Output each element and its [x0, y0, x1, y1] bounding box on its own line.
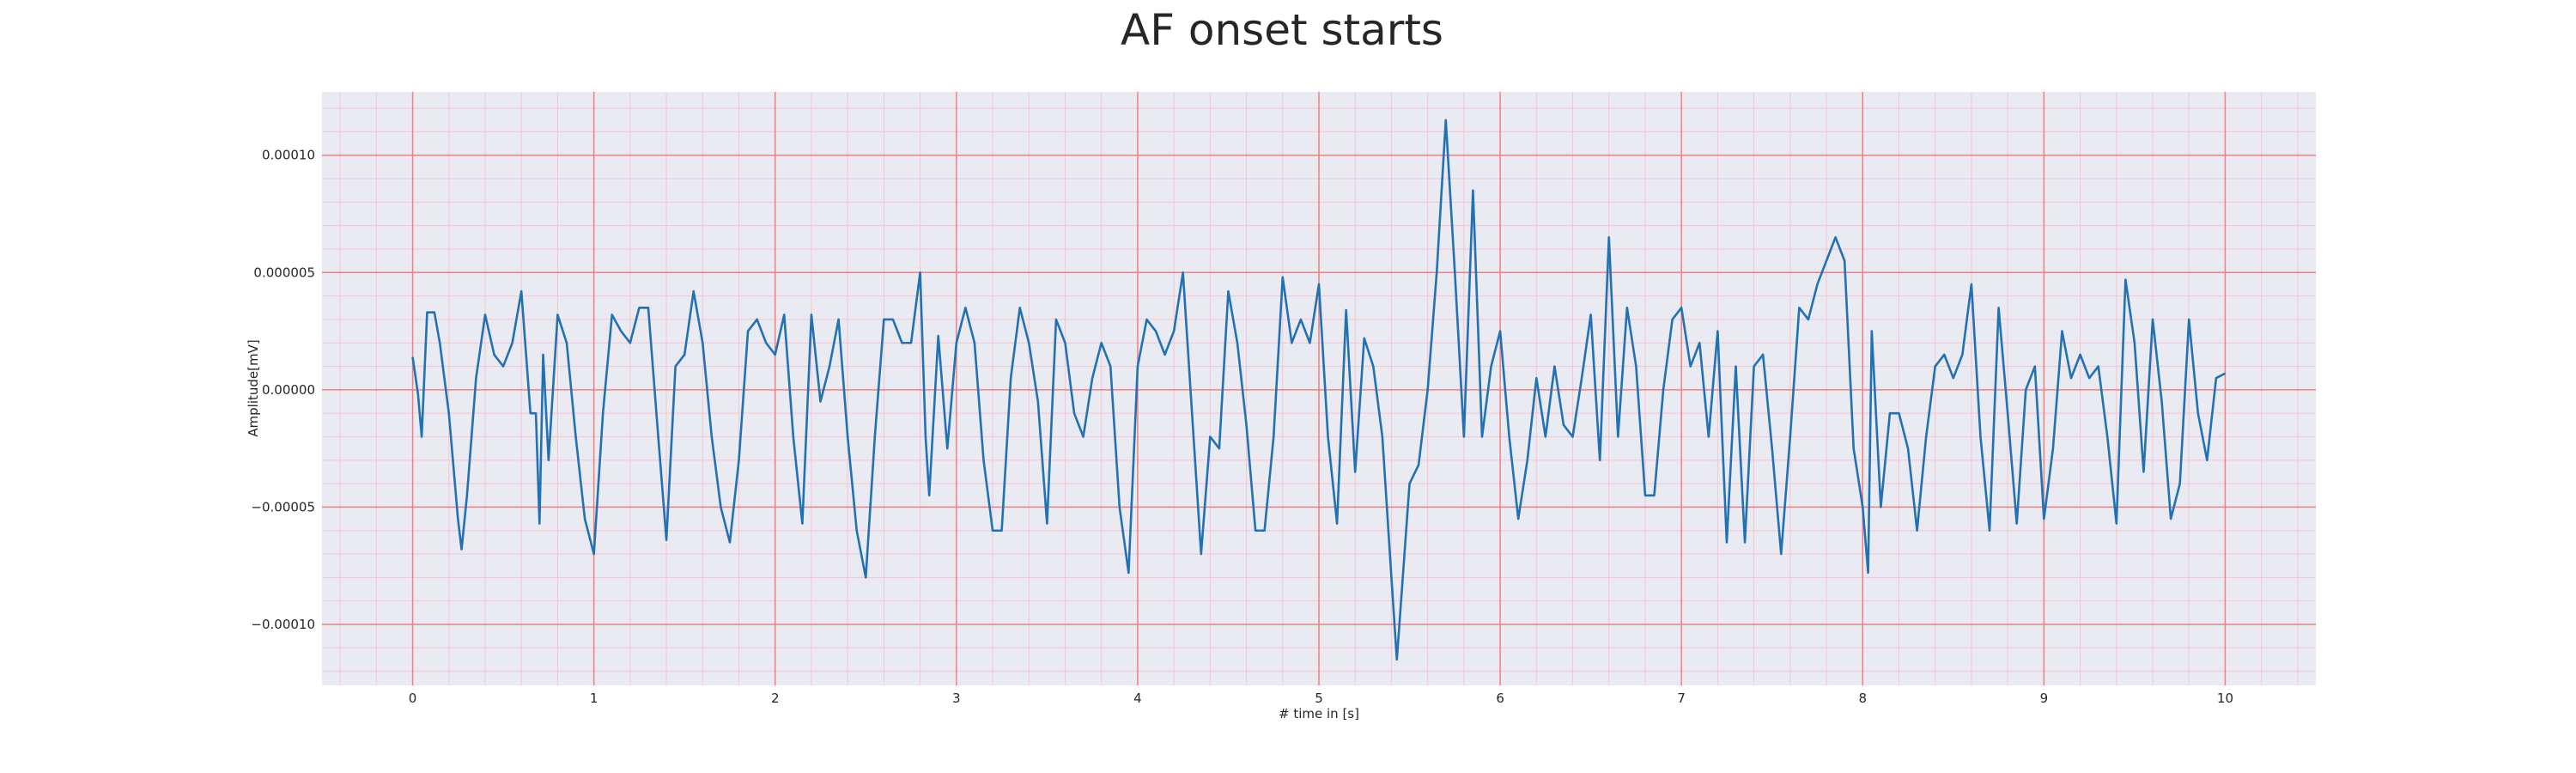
x-axis-label: # time in [s]	[1279, 706, 1359, 721]
y-axis-label: Amplitude[mV]	[246, 339, 261, 436]
x-tick-label: 9	[2040, 691, 2049, 706]
x-tick-label: 4	[1133, 691, 1142, 706]
y-tick-label: 0.00010	[262, 148, 315, 163]
line-series	[411, 119, 2227, 661]
x-tick-label: 7	[1677, 691, 1686, 706]
y-tick-label: −0.00005	[251, 499, 315, 514]
y-tick-label: −0.00010	[251, 617, 315, 632]
x-tick-label: 5	[1315, 691, 1323, 706]
x-tick-label: 8	[1858, 691, 1867, 706]
y-tick-label: 0.000005	[253, 265, 315, 280]
y-tick-label: 0.00000	[262, 382, 315, 398]
x-tick-label: 1	[590, 691, 598, 706]
x-tick-label: 2	[771, 691, 780, 706]
x-tick-label: 10	[2217, 691, 2233, 706]
x-tick-label: 3	[952, 691, 961, 706]
x-tick-label: 6	[1496, 691, 1504, 706]
x-tick-label: 0	[409, 691, 417, 706]
chart-title: AF onset starts	[1121, 5, 1443, 55]
